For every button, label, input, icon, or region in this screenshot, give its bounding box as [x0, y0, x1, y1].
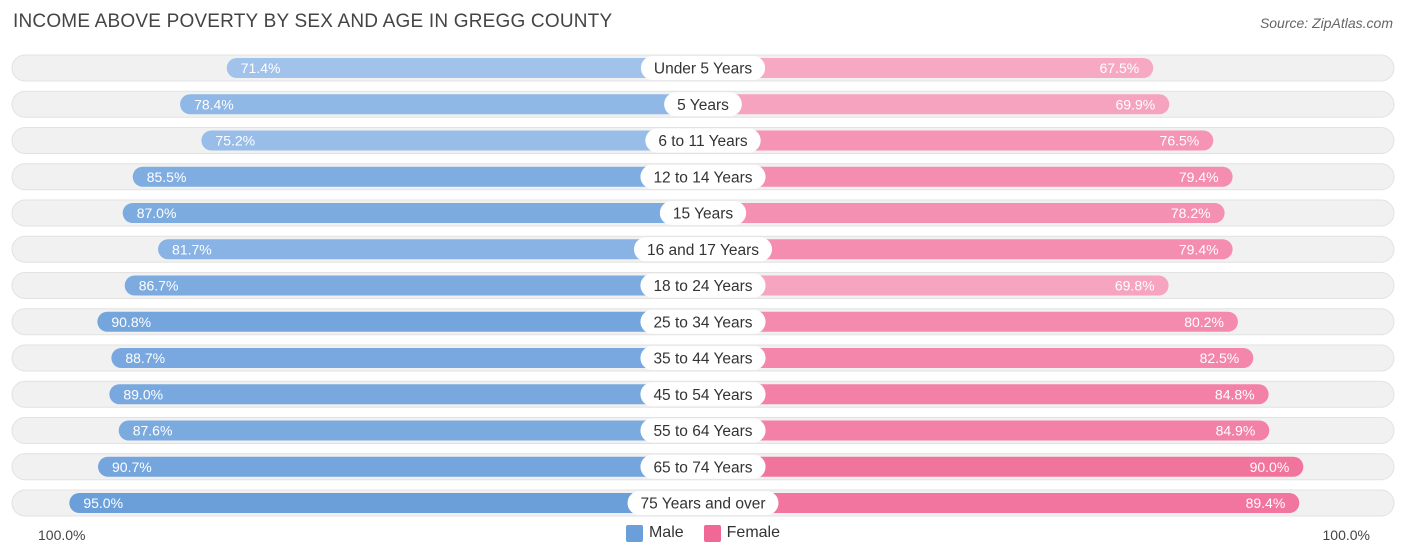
bar-label-male: 90.7%: [112, 459, 152, 475]
bar-male: [226, 58, 703, 78]
bar-male: [97, 311, 703, 332]
bar-male: [201, 130, 703, 151]
bar-label-female: 82.5%: [1200, 350, 1240, 366]
category-pill: [645, 128, 761, 153]
legend: Male Female: [0, 524, 1406, 542]
category-label: 12 to 14 Years: [653, 169, 752, 186]
bar-label-female: 84.9%: [1216, 423, 1256, 439]
category-pill: [633, 237, 773, 262]
bar-label-male: 81.7%: [172, 241, 212, 257]
category-label: 25 to 34 Years: [653, 314, 752, 331]
category-pill: [640, 346, 766, 370]
legend-item-male: Male: [625, 524, 684, 542]
bar-female: [703, 456, 1304, 477]
bar-female: [703, 275, 1169, 296]
bar-male: [132, 166, 704, 187]
category-label: 15 Years: [673, 206, 734, 223]
legend-swatch-female: [703, 524, 721, 542]
bar-label-male: 88.7%: [125, 350, 165, 366]
legend-swatch-male: [625, 524, 643, 542]
category-pill: [640, 382, 766, 407]
bar-female: [703, 348, 1254, 368]
bar-label-male: 85.5%: [147, 169, 187, 185]
bar-male: [158, 239, 703, 260]
bar-female: [703, 130, 1214, 151]
bar-row: 87.0% 78.2%: [11, 199, 1395, 227]
bar-label-male: 87.6%: [133, 423, 173, 439]
legend-label-female: Female: [726, 524, 781, 541]
bar-label-male: 95.0%: [83, 495, 123, 511]
bar-female: [703, 420, 1270, 441]
bar-female: [703, 311, 1238, 332]
bar-male: [98, 456, 703, 477]
bar-male: [118, 420, 703, 441]
bar-label-female: 80.2%: [1184, 314, 1224, 330]
bar-label-male: 87.0%: [137, 205, 177, 221]
bar-label-male: 90.8%: [111, 314, 151, 330]
bar-row: 95.0% 89.4%: [11, 489, 1395, 517]
bar-label-female: 69.9%: [1116, 96, 1156, 112]
bar-label-female: 84.8%: [1215, 386, 1255, 402]
category-pill: [640, 309, 766, 334]
bar-label-female: 69.8%: [1115, 278, 1155, 294]
bar-label-male: 71.4%: [241, 60, 281, 76]
bar-label-female: 79.4%: [1179, 241, 1219, 257]
category-label: 35 to 44 Years: [653, 351, 752, 368]
bar-label-female: 89.4%: [1246, 495, 1286, 511]
category-pill: [664, 92, 742, 117]
bar-female: [703, 94, 1170, 115]
chart-source: Source: ZipAtlas.com: [1259, 15, 1393, 31]
bar-label-female: 67.5%: [1100, 60, 1140, 76]
category-pill: [640, 56, 766, 80]
category-label: 45 to 54 Years: [653, 387, 752, 404]
bar-female: [703, 493, 1300, 513]
bar-female: [703, 203, 1225, 223]
category-label: 6 to 11 Years: [658, 133, 748, 150]
bar-label-female: 76.5%: [1160, 133, 1200, 149]
category-label: 16 and 17 Years: [647, 242, 759, 259]
bar-male: [124, 275, 703, 296]
bar-male: [122, 203, 703, 223]
bar-male: [180, 94, 703, 115]
category-label: 75 Years and over: [641, 496, 766, 513]
bar-female: [703, 239, 1233, 260]
bar-male: [111, 348, 704, 368]
bar-male: [109, 384, 704, 405]
chart-title: INCOME ABOVE POVERTY BY SEX AND AGE IN G…: [13, 11, 613, 32]
category-pill: [640, 273, 766, 298]
category-label: 5 Years: [677, 97, 729, 114]
bar-label-female: 90.0%: [1250, 459, 1290, 475]
bar-label-male: 78.4%: [194, 96, 234, 112]
bar-female: [703, 384, 1269, 405]
bar-label-female: 79.4%: [1179, 169, 1219, 185]
bar-label-female: 78.2%: [1171, 205, 1211, 221]
category-pill: [640, 454, 766, 479]
bar-label-male: 89.0%: [123, 386, 163, 402]
category-label: 18 to 24 Years: [653, 278, 752, 295]
bar-female: [703, 58, 1154, 78]
axis-left-label: 100.0%: [38, 527, 86, 543]
category-label: 55 to 64 Years: [653, 423, 752, 440]
category-pill: [627, 491, 779, 515]
bar-label-male: 86.7%: [139, 278, 179, 294]
category-label: Under 5 Years: [654, 61, 752, 78]
bar-male: [69, 493, 704, 513]
bar-female: [703, 166, 1233, 187]
category-pill: [659, 201, 747, 225]
category-pill: [640, 164, 766, 189]
axis-right-label: 100.0%: [1322, 527, 1370, 543]
bar-label-male: 75.2%: [215, 133, 255, 149]
legend-item-female: Female: [703, 524, 781, 542]
bar-row: 88.7% 82.5%: [11, 344, 1395, 372]
category-pill: [640, 418, 766, 443]
legend-label-male: Male: [648, 524, 684, 541]
chart-area: 71.4% 67.5% Under 5 Years 78.4% 69.9% 5 Years…: [11, 54, 1395, 517]
category-label: 65 to 74 Years: [653, 459, 752, 476]
